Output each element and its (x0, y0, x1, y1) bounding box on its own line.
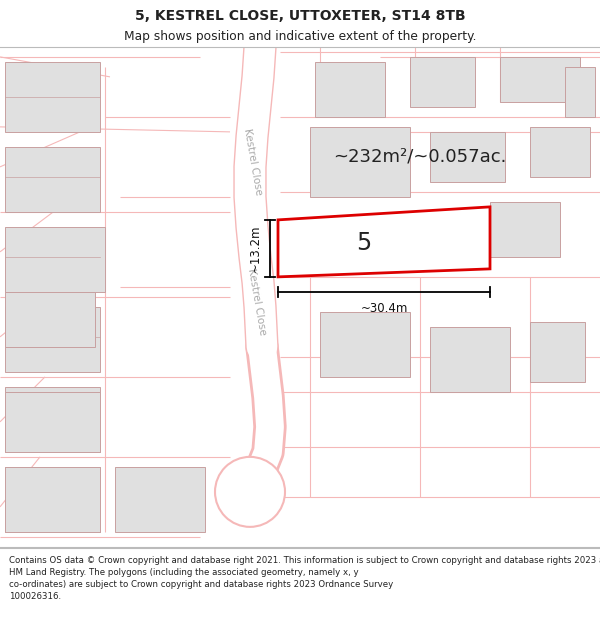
Bar (310, 127, 410, 197)
Circle shape (215, 457, 285, 527)
Text: 5, KESTREL CLOSE, UTTOXETER, ST14 8TB: 5, KESTREL CLOSE, UTTOXETER, ST14 8TB (134, 9, 466, 23)
Text: Kestrel Close: Kestrel Close (246, 268, 268, 336)
Bar (5, 387, 100, 452)
Text: Kestrel Close: Kestrel Close (242, 127, 264, 196)
Bar (410, 57, 475, 107)
Bar (115, 467, 205, 532)
Bar (5, 227, 105, 292)
Bar (315, 62, 385, 117)
Bar (5, 147, 100, 212)
Text: Contains OS data © Crown copyright and database right 2021. This information is : Contains OS data © Crown copyright and d… (9, 556, 600, 601)
Bar (430, 327, 510, 392)
Bar (320, 312, 410, 377)
Bar (565, 67, 595, 117)
Bar (5, 467, 100, 532)
Polygon shape (278, 207, 490, 277)
Bar (500, 57, 580, 102)
Bar (530, 322, 585, 382)
Bar (5, 292, 95, 347)
Bar (5, 392, 100, 452)
Text: Map shows position and indicative extent of the property.: Map shows position and indicative extent… (124, 31, 476, 44)
Bar (530, 127, 590, 177)
Text: ~30.4m: ~30.4m (361, 302, 407, 315)
Bar (5, 467, 100, 532)
Text: ~13.2m: ~13.2m (249, 224, 262, 272)
Bar (490, 202, 560, 257)
Bar (430, 132, 505, 182)
Text: ~232m²/~0.057ac.: ~232m²/~0.057ac. (334, 148, 506, 166)
Bar (5, 307, 100, 372)
Text: 5: 5 (356, 231, 371, 255)
Bar (330, 137, 405, 192)
Bar (5, 62, 100, 132)
